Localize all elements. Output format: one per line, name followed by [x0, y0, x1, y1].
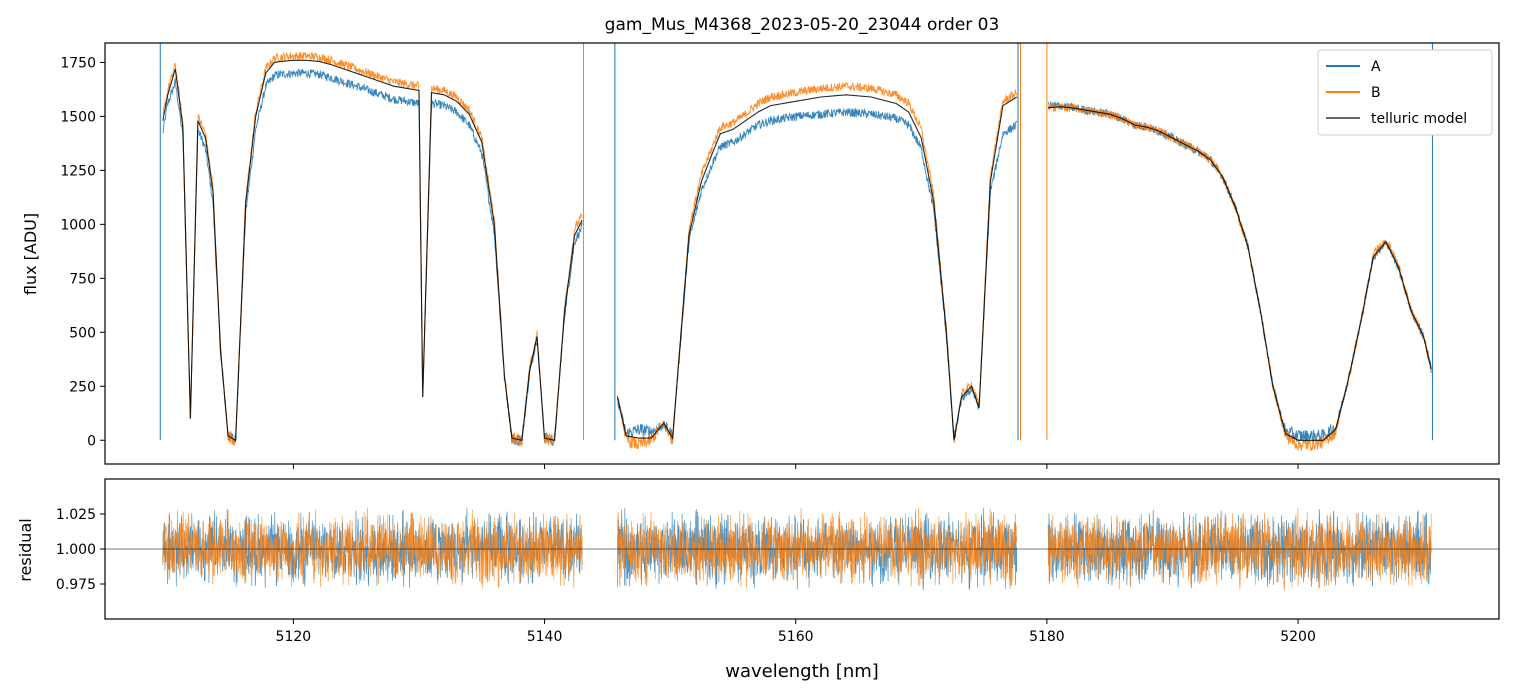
- bottom-xtick-label: 5160: [778, 629, 814, 645]
- seg3-telluric-model: [1048, 106, 1432, 441]
- top-ylabel: flux [ADU]: [21, 213, 40, 295]
- bottom-panel: 0.975 1.000 1.025 5120 5140 5160 5180 5200 res…: [16, 478, 1500, 682]
- chart-title: gam_Mus_M4368_2023-05-20_23044 order 03: [605, 15, 1000, 35]
- seg2-telluric-model: [616, 94, 1018, 441]
- bottom-ytick-label: 0.975: [56, 577, 96, 593]
- bottom-xtick-label: 5200: [1280, 629, 1316, 645]
- bottom-ytick-label: 1.000: [56, 542, 96, 558]
- top-ytick-label: 250: [69, 379, 96, 395]
- seg2-series-B: [617, 81, 1018, 450]
- legend-model-label: telluric model: [1371, 111, 1467, 127]
- bottom-xtick-label: 5120: [276, 629, 312, 645]
- seg3-series-B: [1048, 103, 1432, 451]
- legend: A B telluric model: [1317, 49, 1493, 136]
- residual-B-range-0: [162, 507, 583, 589]
- residual-A-range-1: [617, 507, 1018, 591]
- legend-B-label: B: [1371, 85, 1381, 101]
- bottom-ytick-label: 1.025: [56, 507, 96, 523]
- bottom-xticks: 5120 5140 5160 5180 5200: [276, 619, 1316, 645]
- residual-B-range-2: [1047, 507, 1432, 591]
- seg2-series-A: [616, 107, 1018, 442]
- x-axis-label: wavelength [nm]: [725, 661, 879, 682]
- top-ytick-label: 1750: [60, 55, 96, 71]
- residual-B-range-1: [617, 507, 1018, 590]
- top-xticks: [292, 464, 1299, 469]
- seg3-series-A: [1047, 100, 1432, 443]
- top-data-layer: [159, 43, 1433, 451]
- top-ytick-label: 1500: [60, 109, 96, 125]
- bottom-xtick-label: 5140: [527, 629, 563, 645]
- bottom-ylabel: residual: [16, 518, 35, 581]
- top-axes-frame: [104, 42, 1500, 465]
- legend-box: [1317, 49, 1493, 136]
- top-panel: 0 250 500 750 1000 1250 1500 1750 flux [ADU] A …: [21, 42, 1500, 469]
- top-ytick-label: 750: [69, 271, 96, 287]
- legend-A-label: A: [1371, 59, 1381, 75]
- bottom-xtick-label: 5180: [1029, 629, 1065, 645]
- top-ytick-label: 1250: [60, 163, 96, 179]
- top-ytick-label: 1000: [60, 217, 96, 233]
- seg1-series-B: [162, 51, 583, 447]
- bottom-yticks: 0.975 1.000 1.025: [56, 507, 105, 593]
- top-ytick-label: 0: [87, 433, 96, 449]
- top-yticks: 0 250 500 750 1000 1250 1500 1750: [60, 55, 105, 449]
- bottom-data-layer: [105, 507, 1499, 591]
- top-ytick-label: 500: [69, 325, 96, 341]
- seg1-telluric-model: [162, 59, 583, 442]
- seg1-series-A: [162, 68, 583, 446]
